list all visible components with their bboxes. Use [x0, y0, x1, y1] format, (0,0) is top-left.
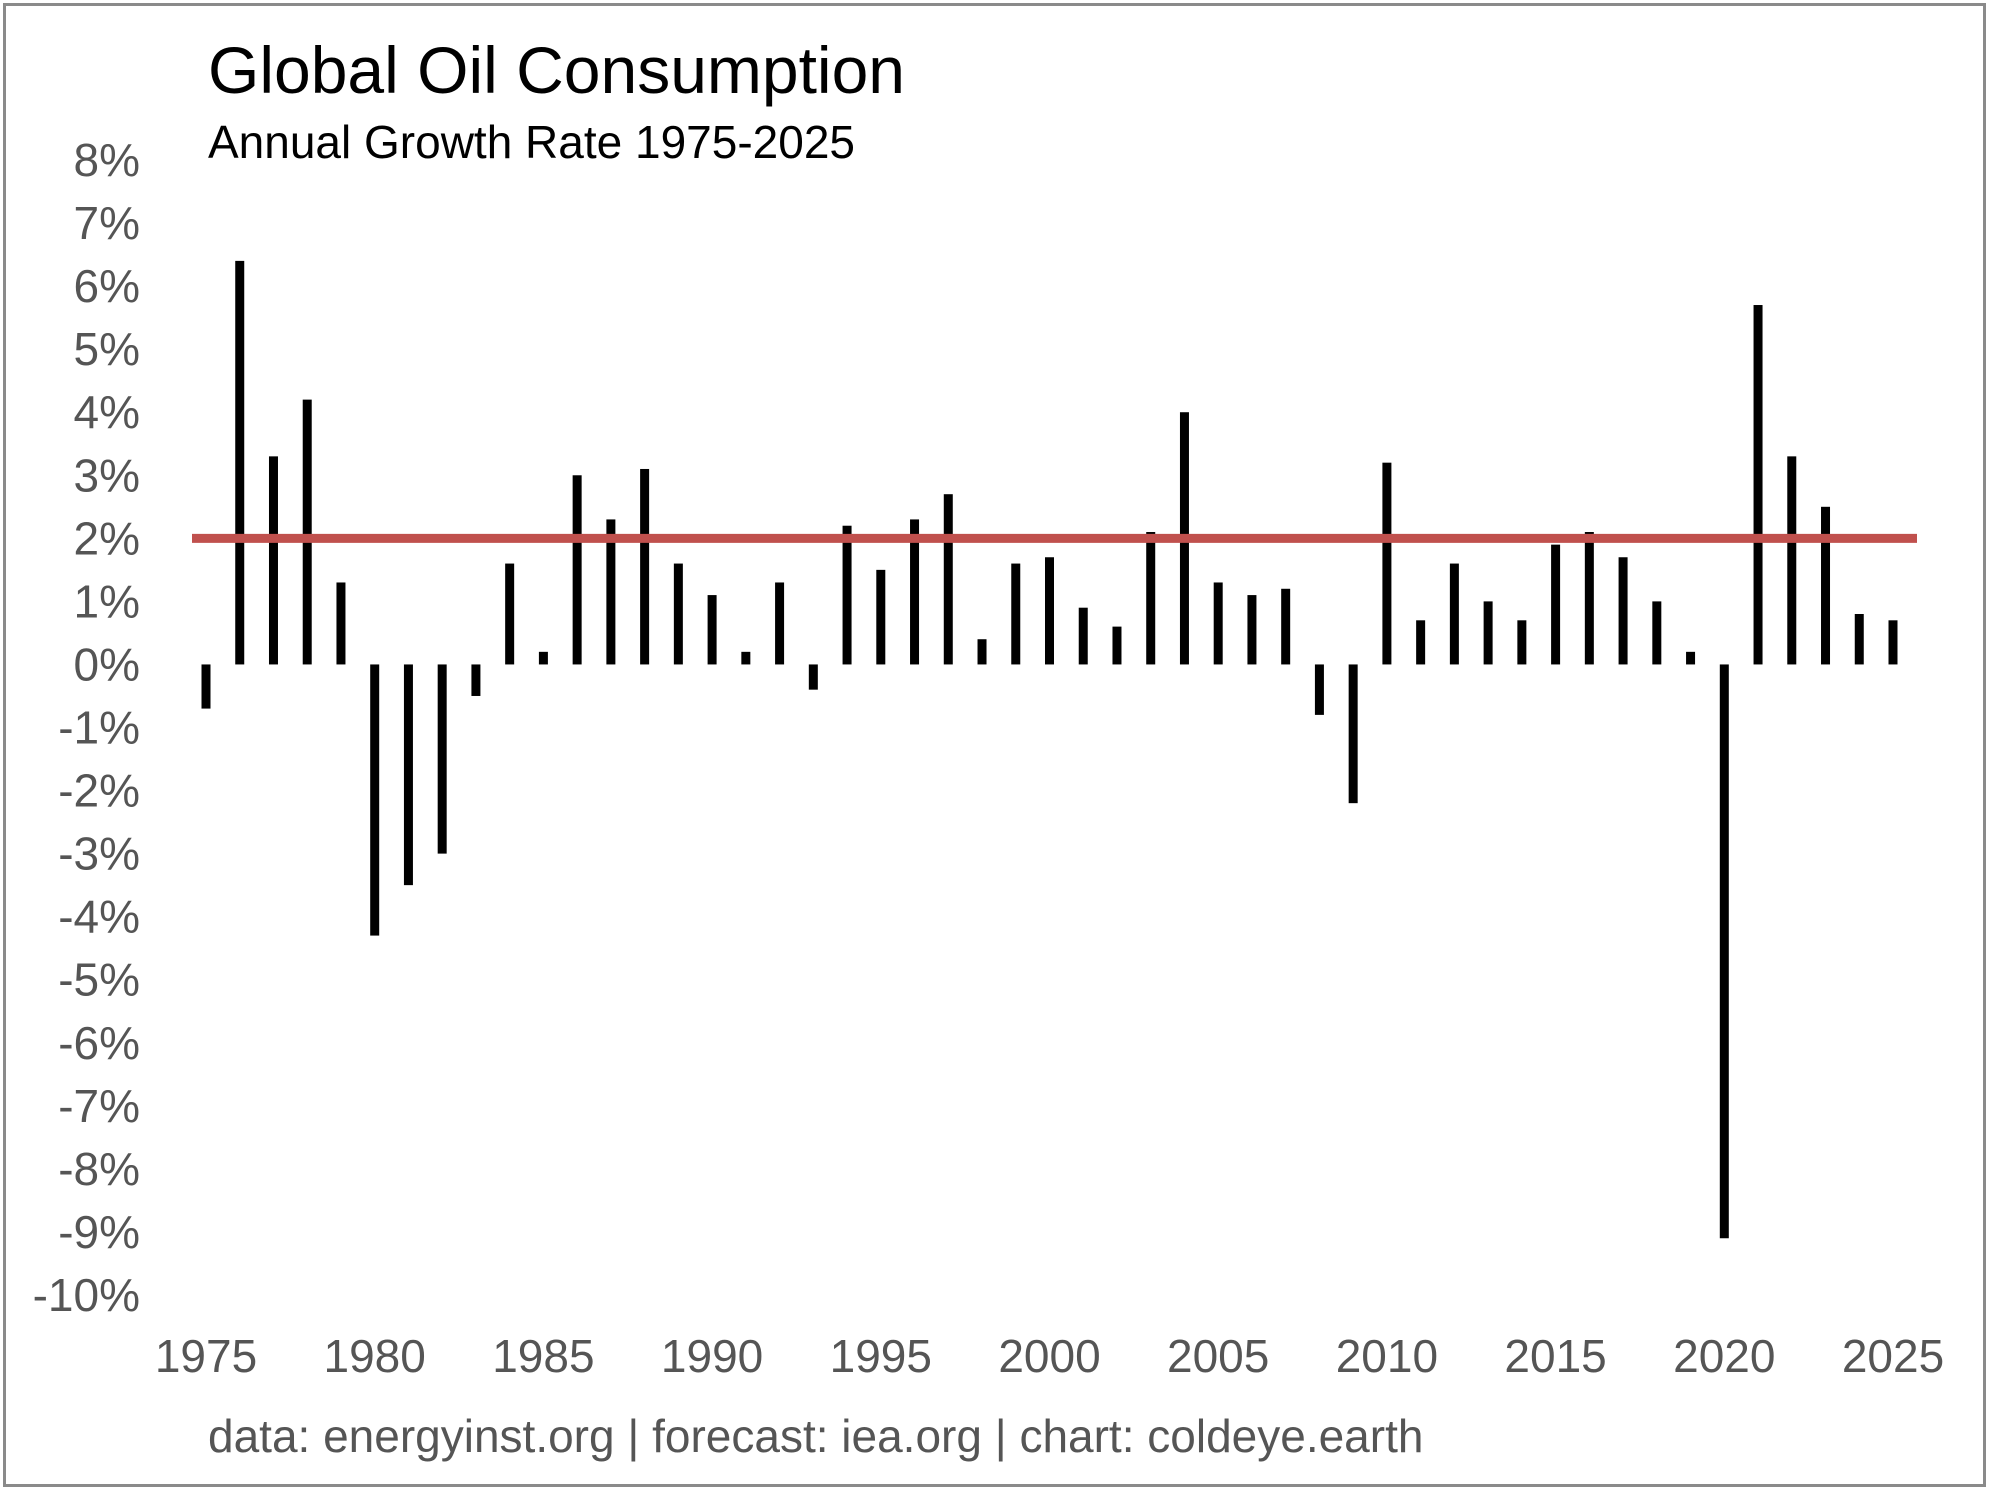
bar-2015 [1551, 544, 1561, 665]
bar-1979 [336, 582, 346, 665]
bar-2011 [1416, 620, 1426, 665]
bar-1986 [572, 475, 582, 665]
x-tick-label: 1990 [661, 1330, 763, 1382]
bar-1985 [538, 651, 548, 665]
bar-1993 [808, 664, 818, 690]
bar-2022 [1787, 456, 1797, 665]
bar-series [201, 260, 1898, 1239]
bar-1984 [505, 563, 515, 665]
bar-2005 [1213, 582, 1223, 665]
chart-title: Global Oil Consumption [208, 33, 905, 107]
chart-frame [3, 3, 1986, 1487]
bar-2003 [1146, 532, 1156, 665]
x-tick-label: 2025 [1842, 1330, 1944, 1382]
y-tick-label: -1% [58, 702, 140, 754]
y-tick-label: 6% [74, 260, 140, 312]
x-tick-label: 2020 [1673, 1330, 1775, 1382]
bar-2019 [1686, 651, 1696, 665]
bar-1995 [876, 569, 886, 665]
bar-2021 [1753, 305, 1763, 665]
bar-2009 [1348, 664, 1358, 804]
y-tick-label: -9% [58, 1206, 140, 1258]
x-tick-label: 2005 [1167, 1330, 1269, 1382]
bar-2007 [1281, 588, 1291, 665]
bar-2006 [1247, 595, 1257, 665]
chart-subtitle: Annual Growth Rate 1975-2025 [208, 116, 855, 168]
y-tick-label: -3% [58, 828, 140, 880]
bar-2010 [1382, 462, 1392, 665]
bar-1992 [775, 582, 785, 665]
x-tick-label: 1985 [492, 1330, 594, 1382]
bar-1988 [640, 468, 650, 665]
bar-2018 [1652, 601, 1662, 665]
bar-1978 [302, 399, 312, 665]
bar-1982 [437, 664, 447, 854]
x-tick-label: 1980 [324, 1330, 426, 1382]
x-tick-label: 2000 [998, 1330, 1100, 1382]
bar-2017 [1618, 557, 1628, 665]
bar-1994 [842, 525, 852, 665]
bar-2016 [1584, 532, 1594, 665]
bar-2023 [1821, 506, 1831, 665]
x-tick-label: 1975 [155, 1330, 257, 1382]
bar-1980 [370, 664, 380, 936]
y-tick-label: -8% [58, 1143, 140, 1195]
y-tick-label: -4% [58, 891, 140, 943]
bar-2000 [1045, 557, 1054, 665]
bar-1999 [1011, 563, 1021, 665]
y-tick-label: 7% [74, 197, 140, 249]
y-tick-label: -10% [33, 1269, 140, 1321]
bar-1990 [707, 595, 717, 665]
bar-1989 [673, 563, 683, 665]
y-tick-label: 2% [74, 512, 140, 564]
bar-1981 [403, 664, 413, 886]
bar-2013 [1483, 601, 1493, 665]
y-tick-label: 8% [74, 134, 140, 186]
chart-footer-credits: data: energyinst.org | forecast: iea.org… [208, 1410, 1423, 1462]
bar-1997 [943, 494, 953, 665]
bar-2020 [1719, 664, 1729, 1239]
bar-1975 [201, 664, 211, 709]
x-axis: 1975 1980 1985 1990 1995 2000 2005 2010 2015 2020… [155, 1330, 1944, 1382]
y-axis: 8% 7% 6% 5% 4% 3% 2% 1% 0% -1% -2% -3% -4% -5% -6% -7% -… [33, 134, 140, 1321]
y-tick-label: 4% [74, 386, 140, 438]
bar-1983 [471, 664, 481, 696]
y-tick-label: -6% [58, 1017, 140, 1069]
x-tick-label: 1995 [830, 1330, 932, 1382]
bar-2024 [1854, 614, 1864, 665]
x-tick-label: 2010 [1336, 1330, 1438, 1382]
bar-1987 [606, 519, 616, 665]
bar-2025 [1888, 620, 1898, 665]
y-tick-label: 5% [74, 323, 140, 375]
bar-1991 [741, 651, 751, 665]
y-tick-label: -5% [58, 954, 140, 1006]
bar-2014 [1517, 620, 1527, 665]
bar-2008 [1314, 664, 1324, 715]
bar-1976 [235, 260, 245, 665]
y-tick-label: 3% [74, 449, 140, 501]
bar-2012 [1449, 563, 1459, 665]
y-tick-label: 1% [74, 575, 140, 627]
bar-2001 [1078, 607, 1088, 665]
x-tick-label: 2015 [1504, 1330, 1606, 1382]
bar-2002 [1112, 626, 1122, 665]
bar-1996 [910, 519, 920, 665]
y-tick-label: 0% [74, 638, 140, 690]
bar-1977 [268, 456, 278, 665]
bar-1998 [977, 639, 987, 665]
y-tick-label: -7% [58, 1080, 140, 1132]
y-tick-label: -2% [58, 765, 140, 817]
